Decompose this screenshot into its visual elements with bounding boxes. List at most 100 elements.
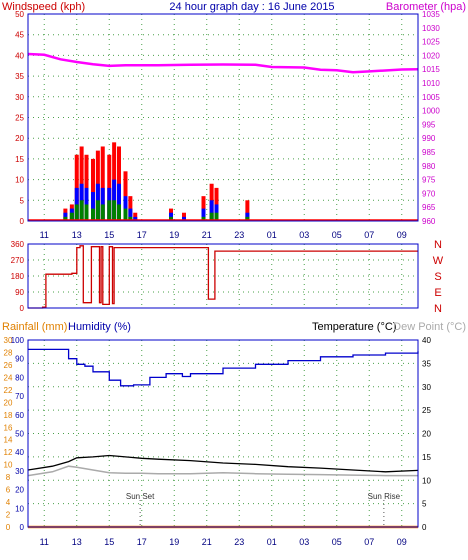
wind-low-bar — [100, 204, 105, 221]
wind-low-bar — [123, 208, 128, 221]
baro-y-tick-label: 970 — [422, 189, 436, 198]
rain-y-tick-label: 12 — [4, 448, 13, 457]
wind-low-bar — [201, 216, 206, 221]
temp-x-tick-label: 05 — [332, 537, 342, 547]
humidity-y-tick-label: 90 — [15, 355, 24, 364]
baro-y-tick-label: 1010 — [422, 79, 440, 88]
humidity-axis-title: Humidity (%) — [68, 321, 131, 333]
baro-y-tick-label: 975 — [422, 176, 436, 185]
humidity-y-tick-label: 0 — [20, 523, 25, 532]
temperature-y-tick-label: 30 — [422, 383, 431, 392]
wind-y-tick-label: 0 — [20, 217, 25, 226]
temp-x-tick-label: 13 — [72, 537, 82, 547]
temperature-y-tick-label: 20 — [422, 430, 431, 439]
wind-x-tick-label: 13 — [72, 230, 82, 240]
sunset-label: Sun Set — [126, 492, 155, 501]
baro-y-tick-label: 1000 — [422, 107, 440, 116]
wind-low-bar — [117, 204, 121, 221]
wind-low-bar — [128, 216, 133, 221]
wind-x-tick-label: 23 — [234, 230, 244, 240]
direction-panel-frame — [27, 243, 419, 309]
rain-y-tick-label: 6 — [6, 486, 11, 495]
humidity-y-tick-label: 70 — [15, 392, 24, 401]
temp-x-tick-label: 17 — [137, 537, 147, 547]
compass-label: E — [434, 287, 441, 299]
rain-y-tick-label: 30 — [4, 336, 13, 345]
wind-low-bar — [84, 204, 89, 221]
wind-average-bar — [128, 208, 133, 221]
rain-y-tick-label: 28 — [4, 348, 13, 357]
baro-y-tick-label: 980 — [422, 162, 436, 171]
wind-y-tick-label: 50 — [15, 10, 24, 19]
temperature-y-tick-label: 35 — [422, 359, 431, 368]
baro-y-tick-label: 1015 — [422, 65, 440, 74]
temp-x-tick-label: 15 — [104, 537, 114, 547]
sunrise-label: Sun Rise — [368, 492, 401, 501]
temperature-y-tick-label: 15 — [422, 453, 431, 462]
dewpoint-axis-title: Dew Point (°C) — [393, 321, 466, 333]
baro-y-tick-label: 985 — [422, 148, 436, 157]
wind-panel-frame — [27, 13, 419, 222]
wind-y-tick-label: 5 — [20, 196, 25, 205]
wind-x-tick-label: 17 — [137, 230, 147, 240]
temp-x-tick-label: 23 — [234, 537, 244, 547]
temperature-y-tick-label: 40 — [422, 336, 431, 345]
baro-y-tick-label: 1030 — [422, 24, 440, 33]
wind-x-tick-label: 07 — [364, 230, 374, 240]
humidity-y-tick-label: 10 — [15, 504, 24, 513]
temperature-y-tick-label: 10 — [422, 476, 431, 485]
rain-y-tick-label: 18 — [4, 411, 13, 420]
wind-x-tick-label: 11 — [40, 230, 49, 240]
temperature-line — [27, 454, 419, 473]
temperature-y-tick-label: 0 — [422, 523, 427, 532]
wind-average-bar — [182, 216, 186, 221]
temp-x-tick-label: 07 — [364, 537, 374, 547]
baro-y-tick-label: 1020 — [422, 51, 440, 60]
temp-x-tick-label: 01 — [267, 537, 277, 547]
temperature-axis-title: Temperature (°C) — [312, 321, 396, 333]
wind-y-tick-label: 35 — [15, 72, 24, 81]
humidity-y-tick-label: 30 — [15, 467, 24, 476]
barometer-title: Barometer (hpa) — [386, 1, 466, 13]
compass-label: S — [434, 271, 441, 283]
temperature-y-tick-label: 25 — [422, 406, 431, 415]
temp-x-tick-label: 03 — [299, 537, 309, 547]
humidity-y-tick-label: 80 — [15, 373, 24, 382]
baro-y-tick-label: 995 — [422, 120, 436, 129]
baro-y-tick-label: 990 — [422, 134, 436, 143]
rain-y-tick-label: 16 — [4, 423, 13, 432]
direction-y-tick-label: 360 — [11, 240, 25, 249]
baro-y-tick-label: 1005 — [422, 93, 440, 102]
wind-low-bar — [91, 208, 95, 221]
direction-y-tick-label: 270 — [11, 256, 25, 265]
compass-label: W — [433, 255, 444, 267]
wind-y-tick-label: 20 — [15, 134, 24, 143]
wind-x-tick-label: 05 — [332, 230, 342, 240]
wind-y-tick-label: 10 — [15, 176, 24, 185]
humidity-y-tick-label: 100 — [11, 336, 25, 345]
wind-y-tick-label: 25 — [15, 114, 24, 123]
wind-direction-line — [28, 245, 418, 309]
direction-y-tick-label: 0 — [20, 304, 25, 313]
humidity-y-tick-label: 50 — [15, 430, 24, 439]
rain-y-tick-label: 20 — [4, 398, 13, 407]
wind-gust-bar — [91, 158, 95, 221]
direction-y-tick-label: 90 — [15, 288, 24, 297]
rain-y-tick-label: 14 — [4, 436, 13, 445]
humidity-y-tick-label: 40 — [15, 448, 24, 457]
humidity-y-tick-label: 60 — [15, 411, 24, 420]
wind-x-tick-label: 15 — [104, 230, 114, 240]
humidity-y-tick-label: 20 — [15, 486, 24, 495]
rain-y-tick-label: 10 — [4, 461, 13, 470]
baro-y-tick-label: 1035 — [422, 10, 440, 19]
wind-gust-bar — [117, 146, 121, 221]
temp-x-tick-label: 21 — [202, 537, 212, 547]
compass-label: N — [434, 303, 442, 315]
wind-y-tick-label: 40 — [15, 51, 24, 60]
direction-y-tick-label: 180 — [11, 272, 25, 281]
wind-low-bar — [107, 200, 112, 221]
wind-x-tick-label: 01 — [267, 230, 277, 240]
rain-y-tick-label: 26 — [4, 361, 13, 370]
wind-x-tick-label: 19 — [169, 230, 179, 240]
